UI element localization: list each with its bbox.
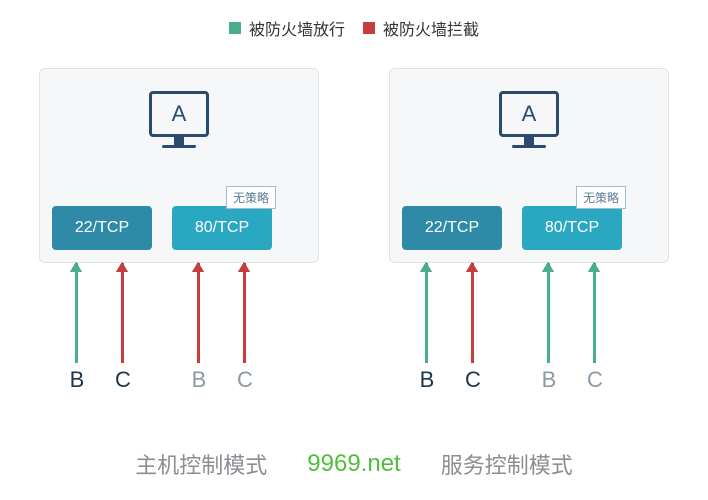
port-box: 22/TCP — [402, 206, 502, 250]
arrow-block — [243, 263, 246, 363]
arrows-block: BCBC — [39, 263, 319, 403]
legend-block-label: 被防火墙拦截 — [383, 16, 479, 40]
arrow-allow — [425, 263, 428, 363]
arrow-source-label: C — [233, 367, 257, 393]
arrows-row: BCBCBCBC — [0, 263, 708, 403]
legend-block-swatch — [363, 22, 375, 34]
arrow-block — [197, 263, 200, 363]
arrows-block: BCBC — [389, 263, 669, 403]
legend: 被防火墙放行 被防火墙拦截 — [0, 0, 708, 40]
captions-row: 主机控制模式 9969.net 服务控制模式 — [0, 448, 708, 480]
arrow-allow — [75, 263, 78, 363]
port-box: 80/TCP无策略 — [172, 206, 272, 250]
firewall-panel: A 22/TCP 80/TCP无策略 — [389, 68, 669, 263]
caption-right: 服务控制模式 — [441, 448, 573, 480]
ports: 22/TCP 80/TCP无策略 — [402, 206, 622, 250]
legend-allow-swatch — [229, 22, 241, 34]
legend-block: 被防火墙拦截 — [363, 16, 479, 40]
arrow-source-label: B — [415, 367, 439, 393]
monitor-icon: A — [499, 91, 559, 148]
legend-allow-label: 被防火墙放行 — [249, 16, 345, 40]
no-policy-badge: 无策略 — [576, 186, 626, 209]
ports: 22/TCP 80/TCP无策略 — [52, 206, 272, 250]
arrow-source-label: B — [187, 367, 211, 393]
caption-left: 主机控制模式 — [135, 448, 267, 480]
arrow-source-label: C — [461, 367, 485, 393]
port-box: 80/TCP无策略 — [522, 206, 622, 250]
monitor-label: A — [499, 91, 559, 137]
watermark: 9969.net — [307, 450, 400, 478]
arrow-block — [471, 263, 474, 363]
arrow-allow — [547, 263, 550, 363]
port-box: 22/TCP — [52, 206, 152, 250]
no-policy-badge: 无策略 — [226, 186, 276, 209]
arrow-block — [121, 263, 124, 363]
panels-row: A 22/TCP 80/TCP无策略 A 22/TCP 80/TCP无策略 — [0, 68, 708, 263]
arrow-source-label: B — [65, 367, 89, 393]
monitor-label: A — [149, 91, 209, 137]
monitor-icon: A — [149, 91, 209, 148]
arrow-allow — [593, 263, 596, 363]
arrow-source-label: C — [583, 367, 607, 393]
arrow-source-label: B — [537, 367, 561, 393]
firewall-panel: A 22/TCP 80/TCP无策略 — [39, 68, 319, 263]
arrow-source-label: C — [111, 367, 135, 393]
legend-allow: 被防火墙放行 — [229, 16, 345, 40]
